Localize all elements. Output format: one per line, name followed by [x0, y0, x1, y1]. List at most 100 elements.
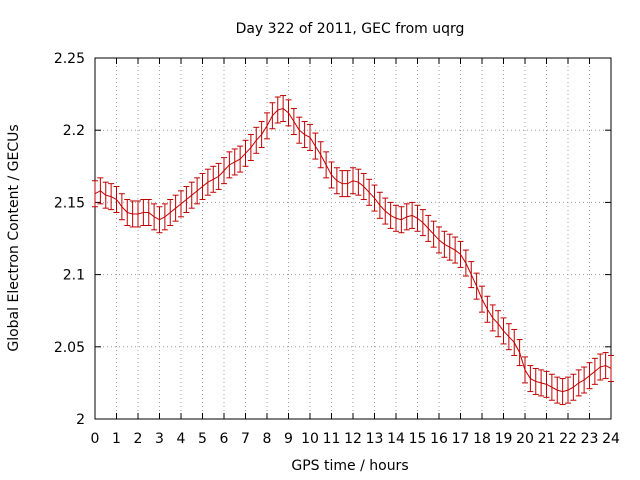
x-tick-label: 13 — [366, 431, 384, 447]
error-bar — [608, 354, 614, 382]
error-bar — [172, 194, 179, 222]
error-bar — [398, 206, 405, 234]
data-series — [92, 95, 614, 406]
error-bar — [366, 178, 373, 206]
error-bar — [554, 376, 561, 404]
error-bar — [403, 203, 410, 231]
error-bar — [242, 139, 249, 167]
error-bar — [565, 376, 571, 404]
x-tick-label: 16 — [430, 431, 448, 447]
error-bar — [371, 184, 378, 212]
error-bar — [468, 261, 475, 289]
y-tick-label: 2.25 — [54, 51, 85, 67]
axis-ticks: 0 1 2 3 4 5 6 7 8 9 10 11 12 13 14 15 16 17 18 19 20 21 22 23 24… — [54, 51, 620, 447]
grid — [95, 58, 611, 419]
error-bar — [183, 186, 190, 214]
error-bar — [274, 96, 281, 124]
error-bar — [489, 304, 496, 332]
x-tick-label: 23 — [581, 431, 599, 447]
error-bar — [333, 167, 340, 195]
error-bar — [108, 183, 115, 211]
x-tick-label: 4 — [177, 431, 186, 447]
error-bar — [215, 162, 222, 190]
error-bar — [360, 173, 367, 201]
x-tick-label: 9 — [284, 431, 293, 447]
x-tick-label: 2 — [134, 431, 143, 447]
error-bar — [495, 310, 502, 338]
error-bar — [425, 214, 432, 242]
error-bar — [430, 220, 437, 248]
error-bar — [204, 168, 211, 196]
error-bar — [548, 373, 555, 401]
error-bar — [118, 193, 125, 221]
x-tick-label: 0 — [91, 431, 100, 447]
x-tick-label: 6 — [220, 431, 229, 447]
error-bar — [285, 99, 292, 127]
error-bar — [414, 204, 421, 232]
error-bar — [269, 102, 276, 130]
error-bar — [505, 323, 512, 351]
error-bar — [457, 240, 464, 268]
x-tick-label: 24 — [602, 431, 620, 447]
error-bar — [140, 199, 147, 227]
error-bar — [307, 123, 313, 151]
error-bar — [591, 357, 598, 385]
y-tick-label: 2.1 — [63, 268, 85, 284]
error-bar — [543, 370, 550, 398]
x-axis-label: GPS time / hours — [291, 458, 408, 474]
error-bar — [253, 126, 260, 154]
error-bar — [436, 226, 442, 254]
y-tick-label: 2 — [76, 412, 85, 428]
error-bar — [92, 180, 98, 208]
y-axis-label: Global Electron Content / GECUs — [6, 124, 22, 351]
error-bar — [452, 236, 459, 264]
error-bar — [188, 181, 195, 209]
error-bar — [264, 112, 270, 140]
x-tick-label: 5 — [198, 431, 207, 447]
error-bar — [296, 116, 303, 144]
x-tick-label: 20 — [516, 431, 534, 447]
error-bar — [350, 167, 356, 195]
error-bar — [194, 177, 201, 205]
error-bar — [382, 197, 389, 225]
error-bar — [161, 203, 168, 231]
y-tick-label: 2.05 — [54, 340, 85, 356]
x-tick-label: 7 — [241, 431, 250, 447]
error-bar — [323, 151, 330, 179]
error-bar — [301, 121, 308, 149]
x-tick-label: 22 — [559, 431, 577, 447]
error-bar — [446, 233, 453, 261]
error-bar — [124, 199, 131, 227]
error-bar — [441, 230, 448, 258]
error-bar — [387, 201, 394, 229]
error-bar — [575, 369, 582, 397]
error-bar — [221, 157, 227, 185]
error-bar — [151, 203, 158, 231]
error-bar — [511, 328, 518, 356]
error-bar — [344, 170, 351, 198]
error-bar — [516, 339, 523, 367]
error-bar — [167, 199, 174, 227]
error-bar — [602, 352, 609, 380]
error-bar — [210, 165, 217, 193]
error-bar — [178, 190, 184, 218]
error-bar — [312, 132, 319, 160]
error-bar — [328, 161, 335, 189]
error-bar — [409, 201, 416, 229]
error-bar — [500, 317, 507, 345]
error-bar — [559, 378, 566, 406]
x-tick-label: 21 — [538, 431, 556, 447]
error-bar — [393, 204, 399, 232]
error-bar — [570, 373, 577, 401]
error-bar — [129, 200, 136, 228]
y-tick-label: 2.2 — [63, 123, 85, 139]
error-bar — [237, 145, 244, 173]
x-tick-label: 11 — [323, 431, 341, 447]
x-tick-label: 3 — [155, 431, 164, 447]
error-bar — [199, 173, 206, 201]
error-bar — [484, 295, 491, 323]
x-tick-label: 19 — [495, 431, 513, 447]
error-bar — [532, 367, 539, 395]
error-bar — [581, 366, 588, 394]
